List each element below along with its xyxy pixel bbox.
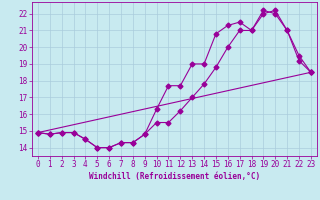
X-axis label: Windchill (Refroidissement éolien,°C): Windchill (Refroidissement éolien,°C) bbox=[89, 172, 260, 181]
